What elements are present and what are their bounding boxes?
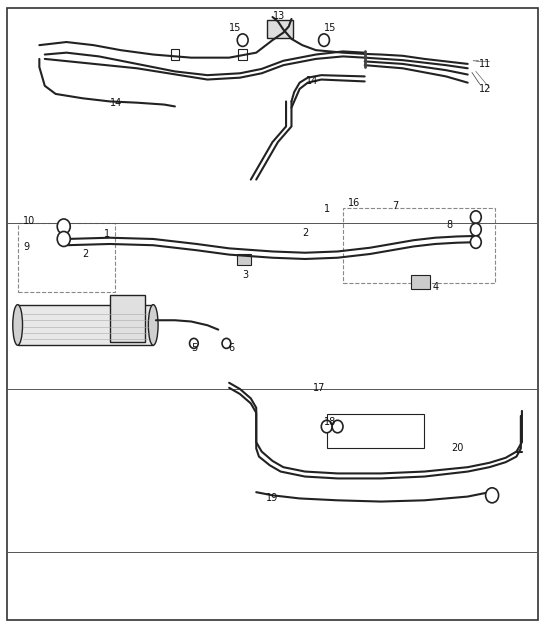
Circle shape — [222, 338, 231, 349]
Bar — [238, 49, 247, 60]
Text: 13: 13 — [272, 11, 284, 21]
Text: 9: 9 — [23, 242, 29, 252]
Ellipse shape — [13, 305, 22, 345]
Text: 6: 6 — [229, 344, 235, 354]
Circle shape — [57, 219, 70, 234]
Bar — [110, 295, 145, 342]
Bar — [237, 254, 251, 265]
Text: 7: 7 — [392, 202, 398, 212]
Text: 15: 15 — [229, 23, 241, 33]
Bar — [411, 275, 430, 289]
Circle shape — [470, 236, 481, 248]
Circle shape — [57, 232, 70, 246]
Text: 10: 10 — [23, 217, 35, 227]
Bar — [17, 305, 153, 345]
Text: 12: 12 — [479, 84, 491, 94]
Text: 20: 20 — [451, 443, 464, 453]
Bar — [267, 20, 293, 38]
Bar — [171, 49, 179, 60]
Text: 11: 11 — [479, 59, 491, 69]
Text: 2: 2 — [83, 249, 89, 259]
Text: 1: 1 — [324, 204, 330, 214]
Circle shape — [322, 420, 332, 433]
Bar — [17, 224, 115, 292]
Circle shape — [332, 420, 343, 433]
Text: 1: 1 — [105, 229, 111, 239]
Circle shape — [190, 338, 198, 349]
Text: 4: 4 — [432, 282, 439, 292]
Circle shape — [470, 211, 481, 224]
Circle shape — [486, 488, 499, 503]
Text: 17: 17 — [313, 383, 325, 392]
Ellipse shape — [148, 305, 158, 345]
Circle shape — [237, 34, 248, 46]
Text: 8: 8 — [446, 220, 452, 230]
Circle shape — [470, 224, 481, 236]
Text: 18: 18 — [324, 416, 336, 426]
Text: 15: 15 — [324, 23, 336, 33]
Text: 16: 16 — [348, 198, 361, 208]
Text: 5: 5 — [191, 344, 197, 354]
Text: 2: 2 — [302, 228, 308, 238]
Text: 14: 14 — [306, 76, 318, 86]
Circle shape — [319, 34, 329, 46]
Text: 14: 14 — [110, 99, 122, 108]
Bar — [326, 414, 425, 448]
Text: 19: 19 — [267, 494, 278, 504]
Text: 3: 3 — [243, 269, 249, 279]
Bar — [343, 208, 495, 283]
